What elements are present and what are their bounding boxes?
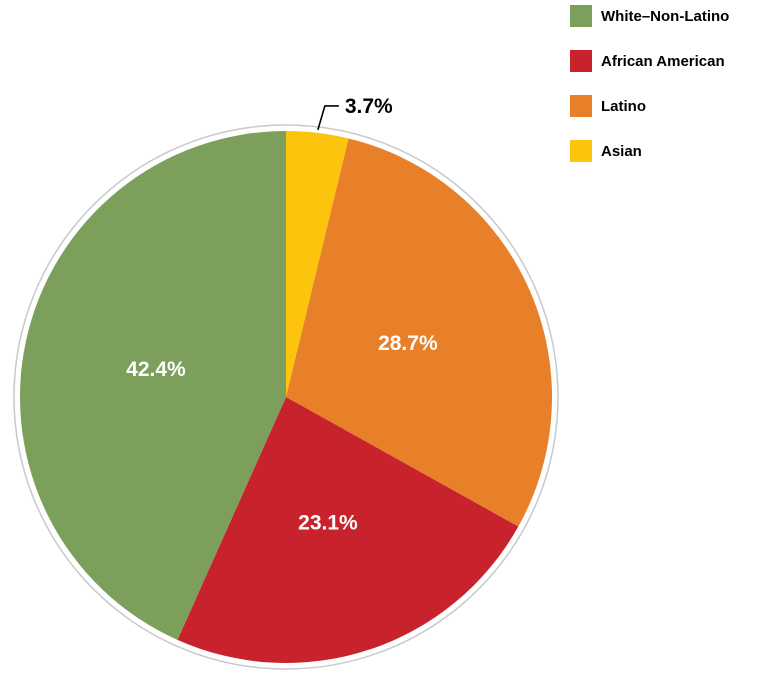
slice-label-callout: 3.7% <box>345 95 393 118</box>
legend-label: White–Non-Latino <box>601 7 730 25</box>
legend-label: Latino <box>601 97 646 115</box>
pie-slice-white-non-latino <box>19 131 286 640</box>
legend-label: Asian <box>601 142 642 160</box>
legend-item: Asian <box>570 140 729 162</box>
legend-item: Latino <box>570 95 729 117</box>
pie-slice-african-american <box>177 397 519 664</box>
slice-label: 42.4% <box>126 358 186 381</box>
chart-legend: White–Non-Latino African American Latino As… <box>570 5 729 162</box>
pie-slice-asian <box>286 131 349 397</box>
legend-swatch <box>570 95 592 117</box>
legend-swatch <box>570 5 592 27</box>
legend-label: African American <box>601 52 725 70</box>
legend-item: White–Non-Latino <box>570 5 729 27</box>
legend-swatch <box>570 140 592 162</box>
pie-slice-latino <box>286 138 553 527</box>
slice-label: 28.7% <box>378 332 438 355</box>
legend-item: African American <box>570 50 729 72</box>
slice-label: 23.1% <box>298 512 358 535</box>
legend-swatch <box>570 50 592 72</box>
callout-line <box>317 105 339 131</box>
